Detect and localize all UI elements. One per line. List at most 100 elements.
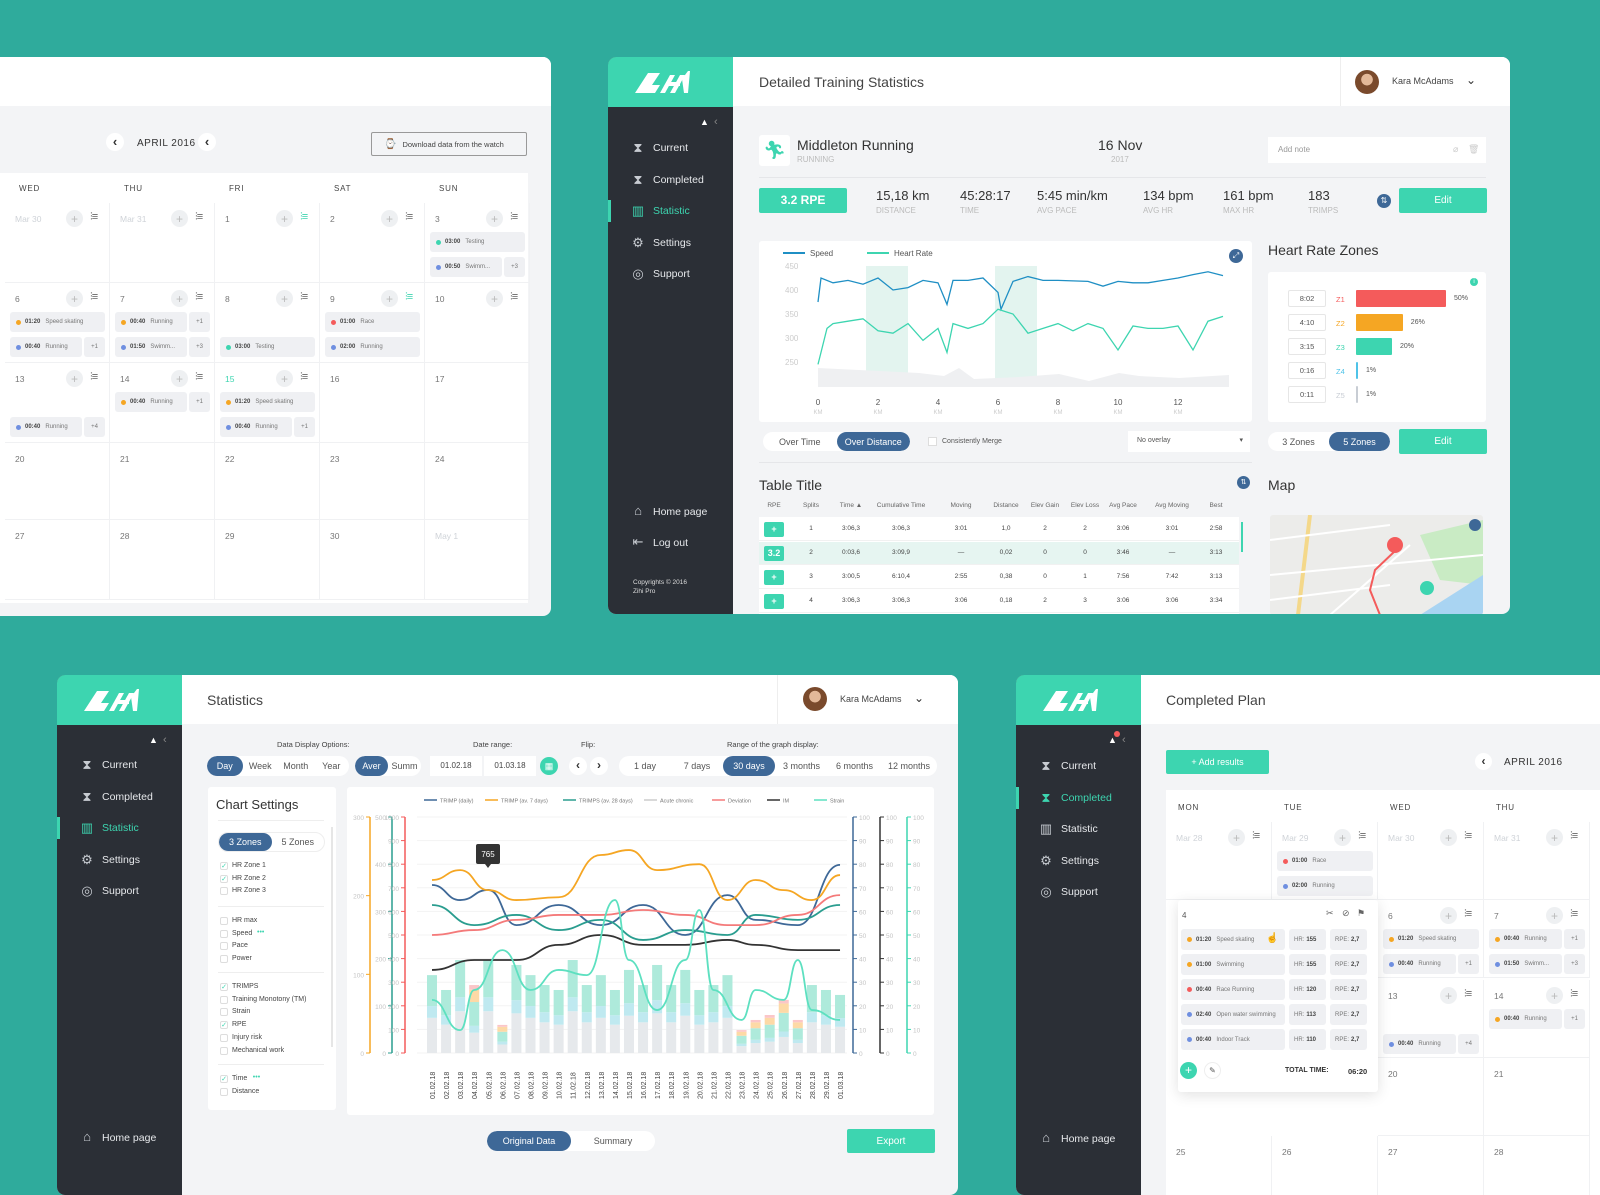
column-header[interactable]: Distance (993, 502, 1019, 509)
filter-icon[interactable]: ⫶≡ (510, 291, 518, 303)
event-chip[interactable]: 00:40 Race Running (1181, 979, 1285, 1000)
calendar-day[interactable]: 6 + ⫶≡ 01:20 Speed skating 00:40 Running +1 (1378, 900, 1484, 978)
rpe-value[interactable]: 3.2 (764, 546, 784, 561)
option-3-months[interactable]: 3 months (782, 761, 821, 771)
filter-icon[interactable]: ⫶≡ (1570, 908, 1578, 920)
calendar-day[interactable]: 21 (1484, 1058, 1590, 1136)
event-chip[interactable]: 02:00 Running (325, 337, 420, 357)
event-chip[interactable]: 00:50 Swimm... (430, 257, 502, 277)
bell-icon[interactable]: ▲ (1108, 735, 1117, 745)
column-header[interactable]: Avg Pace (1109, 502, 1137, 509)
add-workout-button[interactable]: + (171, 290, 188, 307)
event-chip[interactable]: 03:00 Testing (430, 232, 525, 252)
checkbox-strain[interactable] (220, 1008, 228, 1017)
calendar-day[interactable]: 27 (5, 520, 110, 600)
column-header[interactable]: Cumulative Time (876, 502, 926, 509)
filter-icon[interactable]: ⫶≡ (1252, 830, 1260, 842)
calendar-day[interactable]: 30 (320, 520, 425, 600)
attach-icon[interactable]: ⌀ (1453, 144, 1459, 154)
filter-icon[interactable]: ⫶≡ (90, 211, 98, 223)
more-events-badge[interactable]: +3 (504, 257, 525, 277)
column-header[interactable]: Time ▲ (839, 502, 863, 509)
add-rpe-button[interactable]: + (764, 522, 784, 537)
calendar-day[interactable]: 10 + ⫶≡ (425, 283, 530, 363)
user-name[interactable]: Kara McAdams (840, 694, 902, 704)
table-row[interactable]: 3.2 2 0:03,6 3:09,9 — 0,02 0 0 3:46 — 3:13 (759, 542, 1239, 565)
checkbox-injury-risk[interactable] (220, 1033, 228, 1042)
more-events-badge[interactable]: +1 (1564, 929, 1585, 949)
calendar-day[interactable]: 23 (320, 443, 425, 520)
option-6-months[interactable]: 6 months (835, 761, 874, 771)
filter-icon[interactable]: ⫶≡ (90, 371, 98, 383)
event-chip[interactable]: 00:40 Indoor Track (1181, 1029, 1285, 1050)
checkbox-training-monotony-tm-[interactable] (220, 995, 228, 1004)
nav-item-statistic[interactable]: ▥ Statistic (57, 817, 182, 839)
nav-item-support[interactable]: ◎ Support (1016, 881, 1141, 903)
calendar-day[interactable]: 14 + ⫶≡ 00:40 Running +1 (1484, 980, 1590, 1058)
bell-icon[interactable]: ▲ (149, 735, 158, 745)
nav-item-statistic[interactable]: ▥ Statistic (608, 200, 733, 222)
calendar-day[interactable]: 7 + ⫶≡ 00:40 Running +1 01:50 Swimm... +3 (110, 283, 215, 363)
more-events-badge[interactable]: +1 (84, 337, 105, 357)
trash-icon[interactable]: 🗑︎ (1468, 144, 1480, 154)
calendar-day[interactable]: 20 (5, 443, 110, 520)
add-workout-button[interactable]: + (66, 210, 83, 227)
event-chip[interactable]: 01:00 Race (325, 312, 420, 332)
calendar-day[interactable]: May 1 (425, 520, 530, 600)
event-chip[interactable]: 00:40 Running (115, 312, 187, 332)
add-workout-button[interactable]: + (381, 290, 398, 307)
nav-item-statistic[interactable]: ▥ Statistic (1016, 818, 1141, 840)
option-aver[interactable]: Aver (355, 756, 388, 776)
calendar-day[interactable]: 1 + ⫶≡ (215, 203, 320, 283)
option-5-zones[interactable]: 5 Zones (1329, 432, 1390, 451)
column-header[interactable]: Splits (803, 502, 819, 509)
calendar-icon[interactable]: ▦ (540, 757, 558, 775)
checkbox-hr-zone-2[interactable]: ✓ (220, 874, 228, 883)
calendar-day[interactable]: 21 (110, 443, 215, 520)
table-scrollbar[interactable] (1241, 522, 1243, 552)
calendar-day[interactable]: Mar 31 + ⫶≡ (1484, 822, 1590, 900)
filter-icon[interactable]: ⫶≡ (405, 291, 413, 303)
nav-item-settings[interactable]: ⚙ Settings (608, 232, 733, 254)
more-events-badge[interactable]: +4 (84, 417, 105, 437)
note-placeholder[interactable]: Add note (1278, 145, 1311, 154)
option-summ[interactable]: Summ (391, 761, 418, 771)
event-chip[interactable]: 01:00 Race (1277, 851, 1373, 871)
event-chip[interactable]: 01:20 Speed skating (1383, 929, 1479, 949)
nav-item-support[interactable]: ◎ Support (57, 880, 182, 902)
add-workout-button[interactable]: + (171, 210, 188, 227)
column-header[interactable]: Elev Loss (1070, 502, 1100, 509)
nav-item-settings[interactable]: ⚙ Settings (1016, 850, 1141, 872)
option-30-days[interactable]: 30 days (723, 756, 775, 776)
nav-item-completed[interactable]: ⧗ Completed (608, 169, 733, 191)
column-header[interactable]: Moving (950, 502, 972, 509)
next-month-button[interactable]: ‹ (198, 133, 216, 151)
filter-icon[interactable]: ⫶≡ (195, 291, 203, 303)
filter-icon[interactable]: ⫶≡ (90, 291, 98, 303)
event-chip[interactable]: 03:00 Testing (220, 337, 315, 357)
option-1-day[interactable]: 1 day (633, 761, 657, 771)
event-chip[interactable]: 01:50 Swimm... (115, 337, 187, 357)
filter-icon[interactable]: ⫶≡ (1464, 830, 1472, 842)
table-settings-icon[interactable]: ⇅ (1237, 476, 1250, 489)
add-workout-button[interactable]: + (486, 290, 503, 307)
calendar-day[interactable]: Mar 30 + ⫶≡ (5, 203, 110, 283)
checkbox-hr-zone-3[interactable] (220, 887, 228, 896)
add-rpe-button[interactable]: + (764, 570, 784, 585)
calendar-day[interactable]: 13 + ⫶≡ 00:40 Running +4 (1378, 980, 1484, 1058)
event-chip[interactable]: 02:00 Running (1277, 876, 1373, 896)
calendar-day[interactable]: 28 (110, 520, 215, 600)
flag-icon[interactable]: ⚑ (1357, 908, 1366, 918)
nav-item-current[interactable]: ⧗ Current (1016, 755, 1141, 777)
option-over-distance[interactable]: Over Distance (836, 432, 910, 451)
more-events-badge[interactable]: +3 (189, 337, 210, 357)
prev-month-button[interactable]: ‹ (1475, 753, 1492, 770)
add-workout-button[interactable]: + (66, 290, 83, 307)
column-header[interactable]: Elev Gain (1030, 502, 1060, 509)
add-note-input[interactable]: Add note (1268, 137, 1486, 163)
flip-next-button[interactable]: › (590, 757, 608, 775)
nav-item-current[interactable]: ⧗ Current (608, 137, 733, 159)
zones-edit-button[interactable]: Edit (1399, 429, 1487, 454)
event-chip[interactable]: 02:40 Open water swimming (1181, 1004, 1285, 1025)
calendar-day[interactable]: 20 (1378, 1058, 1484, 1136)
